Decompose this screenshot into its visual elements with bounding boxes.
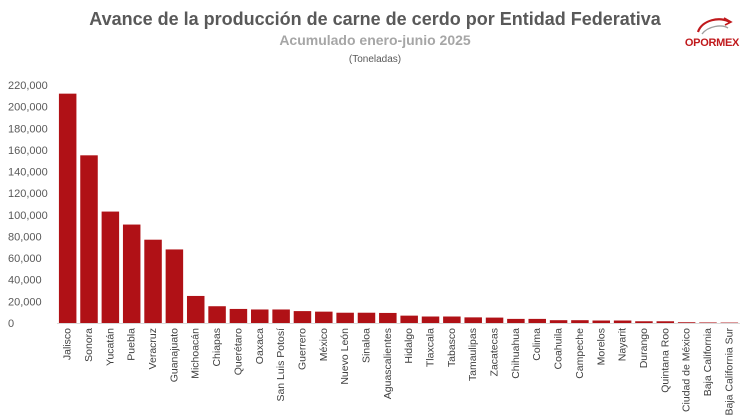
bar [528, 318, 546, 323]
x-tick-label: Coahuila [553, 328, 565, 370]
bar [144, 239, 162, 323]
logo-text: OPORMEX [684, 37, 740, 49]
x-tick-label: Nayarit [617, 328, 629, 361]
x-tick-label: Colima [531, 328, 543, 361]
bars [58, 93, 739, 324]
x-tick-label: Puebla [126, 328, 138, 361]
x-tick-label: Baja California Sur [723, 328, 735, 415]
bar [400, 315, 418, 323]
y-tick-label: 200,000 [8, 102, 48, 114]
bar [507, 318, 525, 323]
bar [229, 308, 248, 323]
x-tick-label: Guerrero [296, 328, 308, 370]
bar [186, 295, 205, 323]
chart-title: Avance de la producción de carne de cerd… [89, 9, 661, 29]
bar [443, 316, 461, 323]
bar [272, 309, 290, 323]
bar [58, 93, 77, 324]
bar [720, 322, 739, 324]
y-tick-label: 180,000 [8, 123, 48, 135]
y-tick-label: 220,000 [8, 80, 48, 92]
x-tick-label: Nuevo León [339, 328, 351, 385]
x-tick-label: Baja California [702, 328, 714, 396]
bar [464, 317, 482, 323]
opormex-logo: OPORMEX [684, 12, 740, 52]
x-tick-label: Michoacán [190, 328, 202, 379]
bar [549, 320, 568, 323]
x-tick-label: Campeche [574, 328, 586, 379]
y-tick-label: 140,000 [8, 167, 48, 179]
bar [699, 322, 717, 324]
x-tick-label: Jalisco [62, 328, 74, 360]
y-tick-label: 0 [8, 318, 14, 330]
y-tick-label: 120,000 [8, 188, 48, 200]
bar [80, 155, 98, 323]
bar [208, 306, 226, 323]
bar [571, 320, 589, 323]
x-tick-label: Querétaro [232, 328, 244, 375]
x-axis-labels: Jalisco Sonora Yucatán Puebla Veracruz Guanaj… [62, 328, 736, 415]
y-tick-label: 60,000 [8, 253, 42, 265]
bar [613, 320, 632, 323]
x-tick-label: Tabasco [446, 328, 458, 367]
x-tick-label: Quintana Roo [659, 328, 671, 393]
x-tick-label: Guanajuato [168, 328, 180, 382]
bar [165, 249, 184, 323]
bar [357, 312, 376, 323]
x-tick-label: Aguascalientes [382, 328, 394, 399]
bar [635, 321, 653, 323]
bar [336, 312, 354, 323]
x-tick-label: Sinaloa [360, 328, 372, 363]
x-tick-label: Hidalgo [403, 328, 415, 364]
x-tick-label: Durango [638, 328, 650, 368]
bar [379, 312, 397, 323]
bar [315, 311, 333, 323]
logo-swoosh-icon [696, 17, 733, 35]
x-tick-label: Sonora [83, 328, 95, 362]
bar [251, 309, 269, 323]
x-tick-label: Ciudad de México [681, 328, 693, 412]
bar [485, 317, 504, 323]
y-tick-label: 20,000 [8, 296, 42, 308]
bar [101, 211, 120, 323]
x-tick-label: Tlaxcala [425, 328, 437, 367]
x-tick-label: Veracruz [147, 328, 159, 369]
bar [592, 320, 611, 323]
x-tick-label: Morelos [595, 328, 607, 365]
x-tick-label: San Luis Potosí [275, 328, 287, 402]
x-tick-label: Oaxaca [254, 328, 266, 364]
bar [293, 311, 312, 323]
x-tick-label: Chiapas [211, 328, 223, 367]
y-tick-label: 40,000 [8, 275, 42, 287]
x-tick-label: Zacatecas [489, 328, 501, 376]
y-axis: 0 20,000 40,000 60,000 80,000 100,000 120,000 1… [8, 80, 48, 330]
chart-units: (Toneladas) [348, 54, 402, 65]
x-tick-label: Tamaulipas [467, 328, 479, 381]
bar [656, 321, 675, 323]
bar [122, 224, 141, 323]
y-tick-label: 100,000 [8, 210, 48, 222]
y-tick-label: 80,000 [8, 231, 42, 243]
bar [421, 316, 440, 323]
bar [677, 322, 696, 324]
x-tick-label: Yucatán [104, 328, 116, 366]
x-tick-label: México [318, 328, 330, 361]
x-tick-label: Chihuahua [510, 328, 522, 379]
y-tick-label: 160,000 [8, 145, 48, 157]
chart-subtitle: Acumulado enero-junio 2025 [279, 32, 471, 48]
